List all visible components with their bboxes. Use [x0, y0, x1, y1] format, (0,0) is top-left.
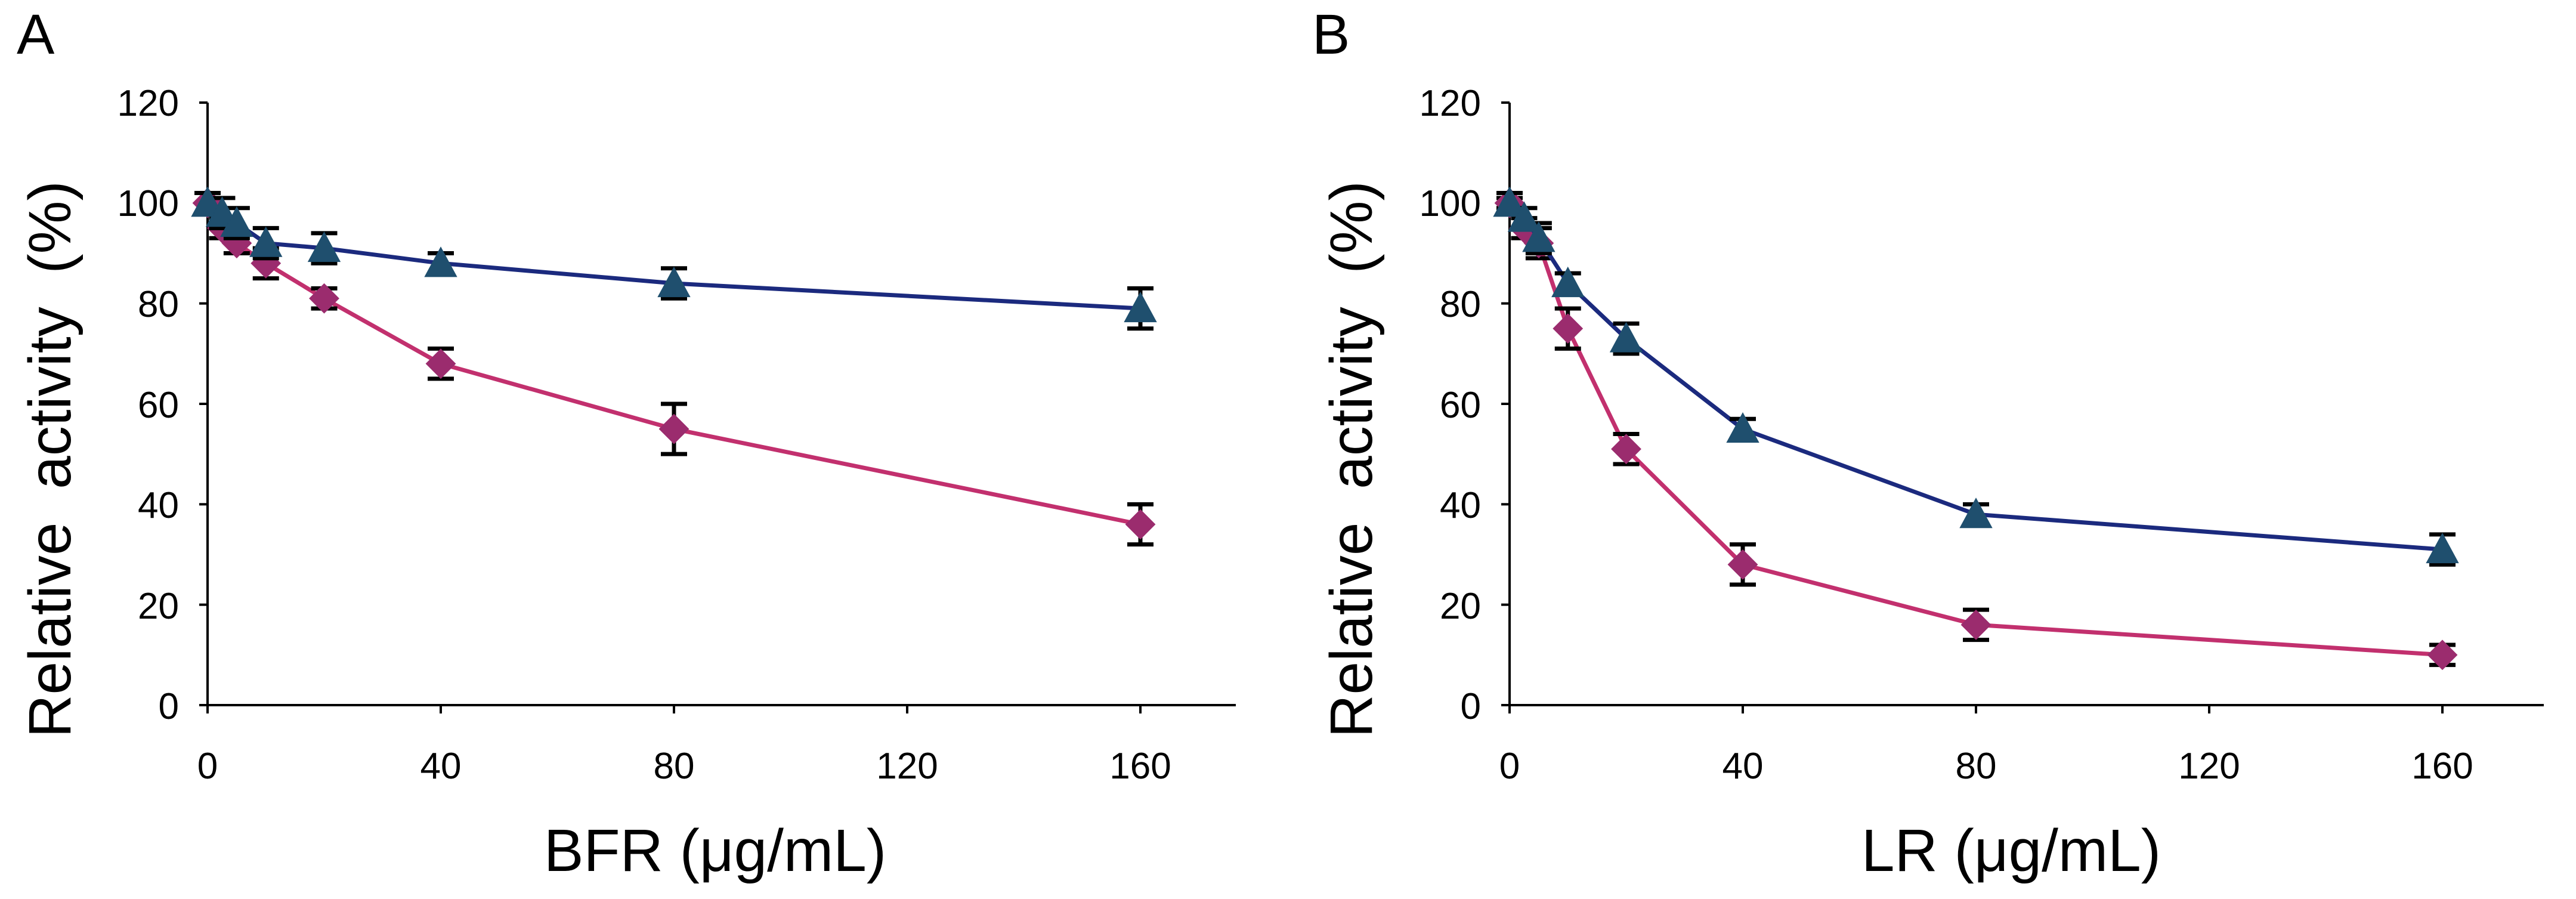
panel-b-y-tick-label: 100 [1420, 183, 1481, 224]
panel-b-y-tick-label: 80 [1440, 284, 1481, 325]
panel-a-plot-area [191, 186, 1157, 547]
panel-a-series-triangle-marker [220, 206, 253, 237]
panel-a-series-diamond-marker [425, 348, 456, 379]
panel-b-series-triangle-marker [1726, 412, 1759, 443]
panel-a-x-tick-label: 40 [420, 746, 462, 787]
panel-a-y-tick-label: 20 [138, 586, 179, 627]
panel-a-y-tick-label: 80 [138, 284, 179, 325]
panel-a-series-triangle-marker [249, 226, 283, 257]
panel-b-y-tick-label: 40 [1440, 485, 1481, 526]
panel-b-x-tick-label: 0 [1499, 746, 1520, 787]
panel-a-series-triangle-marker [1124, 291, 1157, 323]
panel-a-series-triangle-marker [307, 231, 341, 262]
panel-b-plot-area [1493, 186, 2459, 671]
panel-b-series-diamond-marker [1553, 313, 1584, 344]
panel-b: B Relative activity (%) LR (μg/mL) 0 20 … [1312, 3, 2544, 884]
panel-a-y-axis-title: Relative activity (%) [17, 181, 84, 738]
panel-a-series-triangle-marker [424, 246, 457, 277]
panel-b-axes [1501, 101, 2544, 713]
panel-a-y-tick-label: 40 [138, 485, 179, 526]
panel-b-series-triangle-line [1508, 201, 2443, 552]
panel-b-series-diamond-marker [2427, 640, 2458, 671]
panel-b-x-tick-label: 160 [2411, 746, 2473, 787]
panel-a-y-tick-label: 60 [138, 385, 179, 426]
panel-a-series-diamond-marker [309, 283, 339, 314]
panel-a-letter: A [17, 3, 55, 66]
panel-a: A Relative activity (%) BFR (μg/mL) 0 20… [17, 3, 1236, 884]
panel-a-series-diamond-marker [658, 413, 689, 444]
panel-a-y-tick-label: 120 [117, 83, 179, 124]
panel-b-y-axis-title: Relative activity (%) [1318, 181, 1385, 738]
panel-b-x-tick-label: 120 [2178, 746, 2240, 787]
panel-b-y-tick-label: 120 [1420, 83, 1481, 124]
panel-b-series-diamond [1494, 187, 2458, 671]
panel-a-series-diamond [192, 187, 1156, 547]
panel-b-series-triangle-marker [2426, 532, 2459, 564]
panel-b-series-diamond-marker [1727, 549, 1758, 580]
panel-a-x-tick-label: 80 [654, 746, 695, 787]
panel-a-y-tick-label: 100 [117, 183, 179, 224]
panel-b-y-tick-label: 20 [1440, 586, 1481, 627]
panel-a-x-tick-label: 120 [876, 746, 938, 787]
panel-b-y-tick-label: 0 [1461, 686, 1481, 727]
panel-b-series-triangle-marker [1522, 221, 1556, 252]
panel-b-series-diamond-marker [1611, 434, 1641, 465]
panel-a-series-triangle-marker [657, 266, 691, 298]
panel-a-x-tick-label: 160 [1109, 746, 1171, 787]
panel-b-series-diamond-line [1507, 202, 2443, 657]
panel-b-letter: B [1312, 3, 1350, 66]
panel-a-tick-marks [199, 101, 1142, 713]
panel-a-axes [199, 101, 1236, 713]
panel-b-x-tick-label: 80 [1956, 746, 1997, 787]
panel-b-series-triangle-marker [1493, 186, 1526, 217]
panel-b-y-tick-label: 60 [1440, 385, 1481, 426]
panel-b-series-triangle-marker [1551, 266, 1585, 298]
panel-a-series-diamond-marker [1125, 509, 1156, 540]
panel-b-series-triangle-marker [1507, 201, 1541, 232]
panel-b-y-tick-labels: 0 20 40 60 80 100 120 [1420, 83, 1481, 727]
panel-a-x-tick-label: 0 [197, 746, 218, 787]
panel-b-series-triangle-marker [1959, 498, 1993, 529]
panel-b-x-tick-label: 40 [1723, 746, 1764, 787]
panel-a-x-axis-title: BFR (μg/mL) [544, 817, 886, 884]
panel-b-series-triangle [1493, 186, 2459, 567]
panel-a-x-tick-labels: 0 40 80 120 160 [197, 746, 1171, 787]
panel-b-series-triangle-marker [1609, 322, 1643, 353]
panel-a-series-triangle [191, 186, 1157, 331]
panel-a-y-tick-labels: 0 20 40 60 80 100 120 [117, 83, 179, 727]
panel-a-y-tick-label: 0 [159, 686, 179, 727]
panel-b-x-axis-title: LR (μg/mL) [1861, 817, 2161, 884]
panel-b-series-diamond-marker [1960, 609, 1991, 640]
panel-b-x-tick-labels: 0 40 80 120 160 [1499, 746, 2473, 787]
